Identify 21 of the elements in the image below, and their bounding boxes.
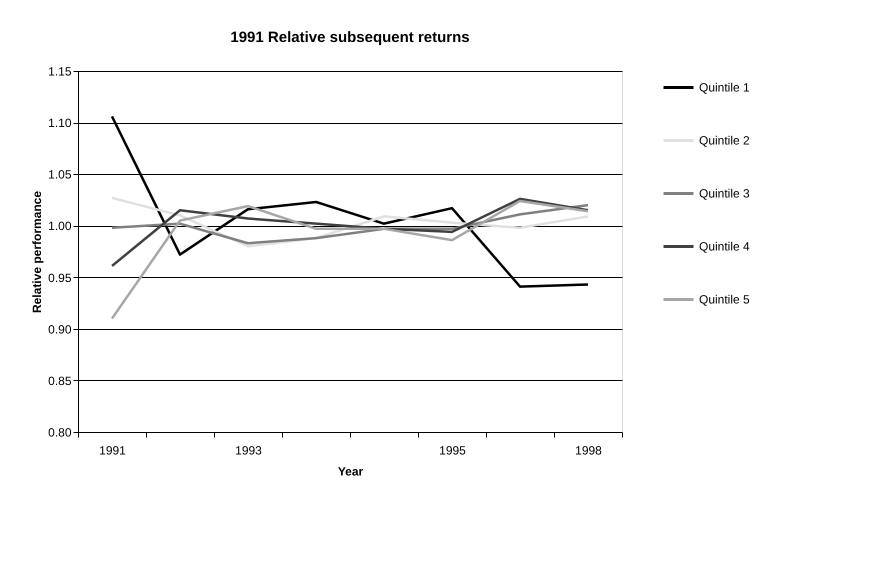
y-tick-label: 1.15 — [48, 64, 72, 78]
legend-label: Quintile 1 — [699, 80, 750, 94]
x-tick-label: 1991 — [99, 444, 126, 458]
legend-label: Quintile 5 — [699, 292, 750, 306]
x-tick-label: 1993 — [235, 444, 262, 458]
legend-label: Quintile 2 — [699, 134, 750, 148]
y-tick-label: 0.80 — [48, 426, 72, 440]
y-tick-label: 1.05 — [48, 168, 72, 182]
y-axis-title: Relative performance — [30, 190, 44, 314]
legend-label: Quintile 3 — [699, 186, 750, 200]
y-tick-label: 0.90 — [48, 322, 72, 336]
line-series — [110, 200, 590, 320]
y-tick-label: 1.00 — [48, 219, 72, 234]
x-tick-label: 1995 — [439, 444, 466, 458]
y-tick-label: 0.95 — [48, 270, 72, 285]
x-axis-title: Year — [338, 464, 364, 478]
legend-label: Quintile 4 — [699, 240, 750, 254]
y-tick-label: 1.10 — [48, 116, 72, 130]
x-tick-label: 1998 — [575, 444, 602, 458]
y-tick-label: 0.85 — [48, 374, 72, 388]
chart-title: 1991 Relative subsequent returns — [230, 29, 470, 46]
